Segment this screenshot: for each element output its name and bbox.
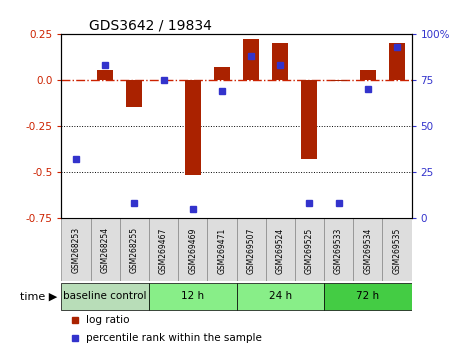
Text: GSM269471: GSM269471 bbox=[218, 227, 227, 274]
Text: GSM268255: GSM268255 bbox=[130, 227, 139, 273]
Text: log ratio: log ratio bbox=[86, 315, 130, 325]
FancyBboxPatch shape bbox=[91, 218, 120, 281]
Bar bbox=[243, 39, 259, 80]
Bar bbox=[97, 70, 113, 80]
Bar bbox=[126, 80, 142, 107]
Bar bbox=[272, 43, 288, 80]
FancyBboxPatch shape bbox=[236, 283, 324, 310]
Bar bbox=[214, 67, 230, 80]
Text: percentile rank within the sample: percentile rank within the sample bbox=[86, 333, 262, 343]
Text: GSM269534: GSM269534 bbox=[363, 227, 372, 274]
Text: 12 h: 12 h bbox=[181, 291, 204, 301]
Text: baseline control: baseline control bbox=[63, 291, 147, 301]
FancyBboxPatch shape bbox=[207, 218, 236, 281]
FancyBboxPatch shape bbox=[61, 283, 149, 310]
Text: GSM269467: GSM269467 bbox=[159, 227, 168, 274]
Text: GSM269533: GSM269533 bbox=[334, 227, 343, 274]
FancyBboxPatch shape bbox=[266, 218, 295, 281]
FancyBboxPatch shape bbox=[149, 218, 178, 281]
FancyBboxPatch shape bbox=[353, 218, 382, 281]
FancyBboxPatch shape bbox=[178, 218, 207, 281]
FancyBboxPatch shape bbox=[324, 218, 353, 281]
FancyBboxPatch shape bbox=[382, 218, 412, 281]
FancyBboxPatch shape bbox=[61, 218, 91, 281]
Text: time ▶: time ▶ bbox=[19, 291, 57, 302]
Bar bbox=[301, 80, 317, 159]
Bar bbox=[389, 43, 405, 80]
Text: 24 h: 24 h bbox=[269, 291, 292, 301]
Text: GSM269507: GSM269507 bbox=[246, 227, 255, 274]
Text: GSM269524: GSM269524 bbox=[276, 227, 285, 274]
FancyBboxPatch shape bbox=[236, 218, 266, 281]
Bar bbox=[331, 80, 347, 81]
Text: GSM269525: GSM269525 bbox=[305, 227, 314, 274]
Bar bbox=[185, 80, 201, 175]
Text: GSM268253: GSM268253 bbox=[71, 227, 80, 273]
Text: GSM269535: GSM269535 bbox=[393, 227, 402, 274]
FancyBboxPatch shape bbox=[295, 218, 324, 281]
Bar bbox=[360, 70, 376, 80]
FancyBboxPatch shape bbox=[324, 283, 412, 310]
Text: GSM268254: GSM268254 bbox=[101, 227, 110, 273]
Text: GSM269469: GSM269469 bbox=[188, 227, 197, 274]
Text: GDS3642 / 19834: GDS3642 / 19834 bbox=[89, 18, 212, 33]
FancyBboxPatch shape bbox=[120, 218, 149, 281]
Text: 72 h: 72 h bbox=[356, 291, 379, 301]
FancyBboxPatch shape bbox=[149, 283, 236, 310]
